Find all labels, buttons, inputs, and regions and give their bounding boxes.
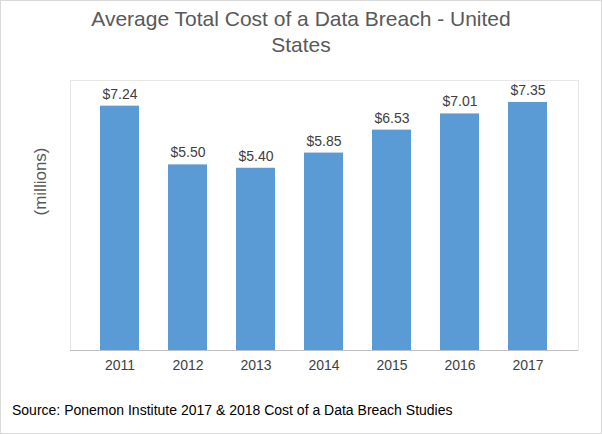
svg-text:2013: 2013 — [240, 357, 271, 373]
svg-text:2014: 2014 — [308, 357, 339, 373]
svg-text:2016: 2016 — [444, 357, 475, 373]
html-text:Source: Ponemon Institute 2017: Source: Ponemon Institute 2017 & 2018 Co… — [12, 402, 453, 418]
svg-text:$6.53: $6.53 — [374, 110, 409, 126]
svg-text:$5.50: $5.50 — [170, 144, 205, 160]
svg-text:$7.24: $7.24 — [102, 86, 137, 102]
svg-text:2011: 2011 — [105, 357, 135, 373]
svg-text:$7.35: $7.35 — [510, 82, 545, 98]
svg-text:2017: 2017 — [512, 357, 543, 373]
svg-text:(millions): (millions) — [31, 148, 50, 216]
svg-text:$5.85: $5.85 — [306, 133, 341, 149]
svg-text:$5.40: $5.40 — [238, 148, 273, 164]
svg-text:$7.01: $7.01 — [442, 93, 477, 109]
svg-text:2015: 2015 — [376, 357, 407, 373]
html-text:Average Total Cost of a Data B: Average Total Cost of a Data Breach - Un… — [91, 7, 511, 56]
svg-text:2012: 2012 — [172, 357, 203, 373]
